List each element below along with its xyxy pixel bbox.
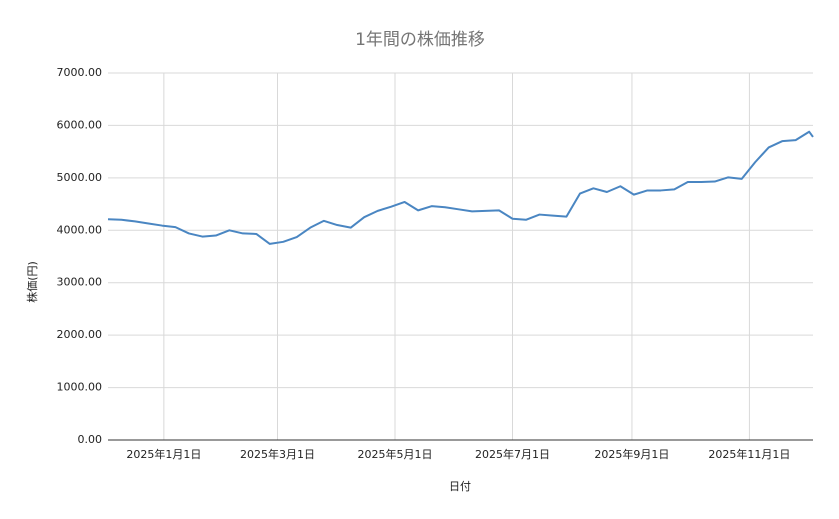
y-tick-label: 4000.00 — [57, 223, 103, 236]
y-tick-label: 0.00 — [78, 433, 103, 446]
y-tick-label: 6000.00 — [57, 118, 103, 131]
y-tick-label: 2000.00 — [57, 328, 103, 341]
y-tick-label: 1000.00 — [57, 381, 103, 394]
y-tick-label: 3000.00 — [57, 276, 103, 289]
x-axis-label: 日付 — [449, 480, 471, 493]
x-tick-label: 2025年7月1日 — [475, 447, 550, 461]
x-tick-label: 2025年3月1日 — [240, 447, 315, 461]
x-tick-label: 2025年1月1日 — [126, 447, 201, 461]
chart-title: 1年間の株価推移 — [355, 30, 485, 50]
x-tick-label: 2025年9月1日 — [594, 447, 669, 461]
y-tick-label: 5000.00 — [57, 171, 103, 184]
line-series — [107, 130, 814, 245]
y-axis-label: 株価(円) — [25, 261, 39, 303]
x-tick-label: 2025年5月1日 — [358, 447, 433, 461]
x-tick-label: 2025年11月1日 — [708, 447, 790, 461]
y-tick-label: 7000.00 — [57, 66, 103, 79]
